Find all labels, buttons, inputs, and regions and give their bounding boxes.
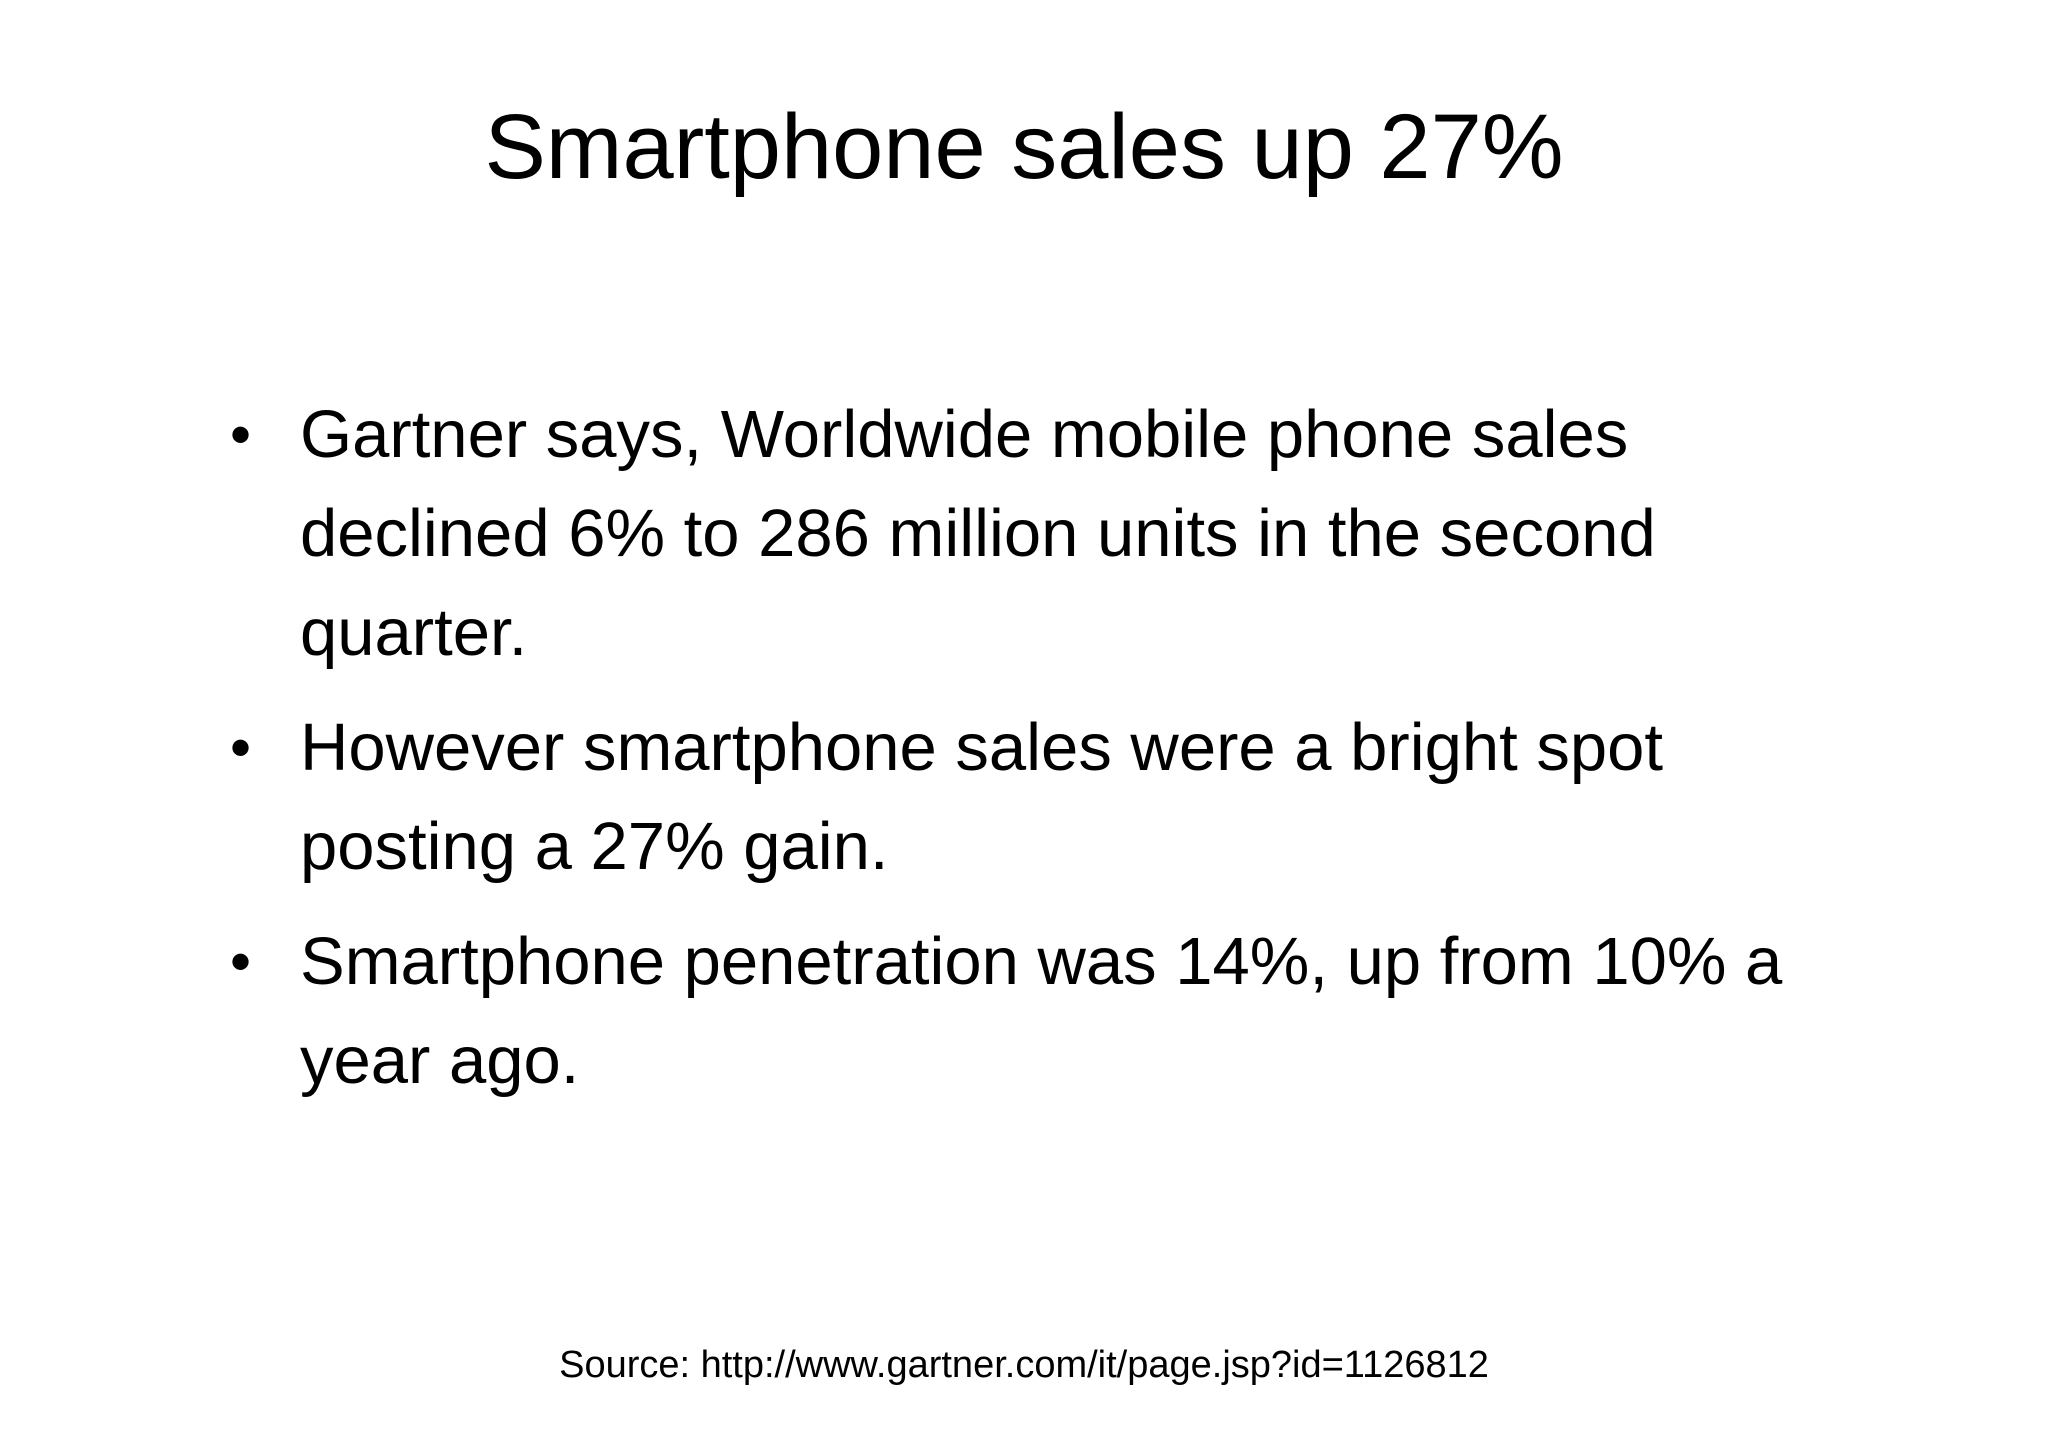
bullet-item: • Gartner says, Worldwide mobile phone s…: [220, 385, 1860, 682]
bullet-text: However smartphone sales were a bright s…: [300, 710, 1663, 884]
slide-title: Smartphone sales up 27%: [484, 96, 1564, 198]
bullet-marker: •: [230, 714, 252, 781]
bullet-text: Gartner says, Worldwide mobile phone sal…: [300, 397, 1656, 670]
bullet-item: • Smartphone penetration was 14%, up fro…: [220, 912, 1860, 1110]
bullet-marker: •: [230, 401, 252, 468]
bullet-item: • However smartphone sales were a bright…: [220, 698, 1860, 896]
bullet-text: Smartphone penetration was 14%, up from …: [300, 924, 1783, 1098]
bullet-list: • Gartner says, Worldwide mobile phone s…: [220, 385, 1860, 1126]
source-note: Source: http://www.gartner.com/it/page.j…: [559, 1344, 1489, 1386]
bullet-marker: •: [230, 928, 252, 995]
